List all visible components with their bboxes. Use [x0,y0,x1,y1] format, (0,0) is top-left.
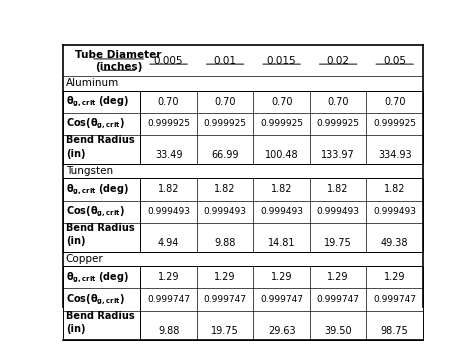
Text: Aluminum: Aluminum [66,78,119,88]
Text: 1.29: 1.29 [328,273,349,283]
Text: 49.38: 49.38 [381,238,409,248]
Text: Copper: Copper [66,254,104,264]
Text: 1.29: 1.29 [158,273,179,283]
Text: 0.70: 0.70 [384,97,405,107]
Text: 9.88: 9.88 [158,326,179,336]
Text: 19.75: 19.75 [324,238,352,248]
Text: 1.82: 1.82 [271,185,292,195]
Text: 0.999493: 0.999493 [147,207,190,216]
Text: 1.29: 1.29 [384,273,405,283]
Text: 0.70: 0.70 [158,97,179,107]
Text: 0.999747: 0.999747 [317,295,360,304]
Text: 0.999925: 0.999925 [260,119,303,128]
Text: Bend Radius
(in): Bend Radius (in) [66,135,135,158]
Text: 9.88: 9.88 [214,238,236,248]
Text: $\mathbf{\theta_{g,crit}}$$\mathbf{\ (deg)}$: $\mathbf{\theta_{g,crit}}$$\mathbf{\ (de… [66,182,128,197]
Text: 4.94: 4.94 [158,238,179,248]
Text: 29.63: 29.63 [268,326,295,336]
Text: $\mathbf{\theta_{g,crit}}$$\mathbf{\ (deg)}$: $\mathbf{\theta_{g,crit}}$$\mathbf{\ (de… [66,95,128,109]
Text: 1.29: 1.29 [214,273,236,283]
Text: 0.70: 0.70 [271,97,292,107]
Text: 66.99: 66.99 [211,150,239,160]
Text: 0.999747: 0.999747 [260,295,303,304]
Text: 0.01: 0.01 [214,56,237,66]
Text: 0.999925: 0.999925 [317,119,360,128]
Text: 1.82: 1.82 [328,185,349,195]
Text: $\mathbf{Cos(\theta_{g,crit})}$: $\mathbf{Cos(\theta_{g,crit})}$ [66,116,125,131]
Text: Bend Radius
(in): Bend Radius (in) [66,311,135,334]
Text: 98.75: 98.75 [381,326,409,336]
Text: 0.999747: 0.999747 [147,295,190,304]
Text: 19.75: 19.75 [211,326,239,336]
Text: 14.81: 14.81 [268,238,295,248]
Text: 0.05: 0.05 [383,56,406,66]
Text: $\mathbf{Cos(\theta_{g,crit})}$: $\mathbf{Cos(\theta_{g,crit})}$ [66,292,125,307]
Text: Tube Diameter: Tube Diameter [75,50,162,60]
Text: 0.999493: 0.999493 [373,207,416,216]
Text: 0.005: 0.005 [154,56,183,66]
Text: Tungsten: Tungsten [66,166,113,176]
Text: 0.999493: 0.999493 [260,207,303,216]
Text: Bend Radius
(in): Bend Radius (in) [66,223,135,246]
Text: 1.82: 1.82 [384,185,405,195]
Text: $\mathbf{Cos(\theta_{g,crit})}$: $\mathbf{Cos(\theta_{g,crit})}$ [66,204,125,219]
Text: 0.70: 0.70 [328,97,349,107]
Text: 1.82: 1.82 [158,185,179,195]
Text: 1.82: 1.82 [214,185,236,195]
Text: 39.50: 39.50 [324,326,352,336]
Text: 100.48: 100.48 [265,150,299,160]
Text: 0.999747: 0.999747 [204,295,246,304]
Text: 1.29: 1.29 [271,273,292,283]
Text: 0.999925: 0.999925 [147,119,190,128]
Text: 0.02: 0.02 [327,56,350,66]
Text: 0.999925: 0.999925 [204,119,246,128]
Text: 0.015: 0.015 [267,56,296,66]
Text: 0.999925: 0.999925 [373,119,416,128]
Text: 133.97: 133.97 [321,150,355,160]
Text: 334.93: 334.93 [378,150,411,160]
Text: $\mathbf{\theta_{g,crit}}$$\mathbf{\ (deg)}$: $\mathbf{\theta_{g,crit}}$$\mathbf{\ (de… [66,270,128,285]
Text: 0.70: 0.70 [214,97,236,107]
Text: 0.999747: 0.999747 [373,295,416,304]
Text: (inches): (inches) [95,62,142,72]
Text: 0.999493: 0.999493 [204,207,246,216]
Text: 0.999493: 0.999493 [317,207,360,216]
Text: 33.49: 33.49 [155,150,182,160]
